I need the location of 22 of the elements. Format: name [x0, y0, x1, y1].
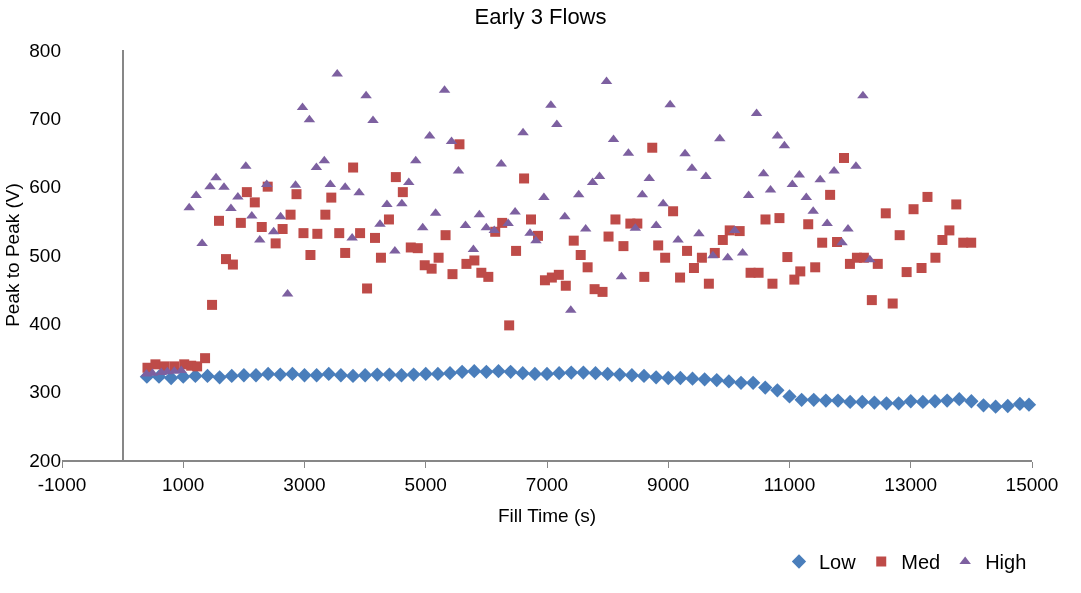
- legend-label: Med: [901, 551, 941, 574]
- y-tick-label: 700: [29, 107, 61, 129]
- x-tick-label: 3000: [283, 473, 326, 495]
- y-tick-label: 300: [29, 381, 61, 403]
- y-axis-title: Peak to Peak (V): [2, 183, 24, 327]
- x-tick-label: 13000: [884, 473, 938, 495]
- x-tick-label: -1000: [37, 473, 87, 495]
- y-tick-label: 800: [29, 39, 61, 61]
- x-tick-label: 7000: [525, 473, 569, 495]
- legend-label: High: [985, 551, 1027, 574]
- y-tick-label: 400: [29, 312, 61, 334]
- y-tick-label: 600: [29, 176, 61, 198]
- x-tick-label: 5000: [404, 473, 447, 495]
- x-tick-label: 1000: [162, 473, 205, 495]
- y-tick-label: 200: [29, 449, 61, 471]
- legend-label: Low: [819, 551, 857, 574]
- x-axis-title: Fill Time (s): [497, 504, 597, 526]
- x-tick-label: 9000: [647, 473, 690, 495]
- chart-title: Early 3 Flows: [474, 4, 607, 30]
- x-tick-label: 15000: [1005, 473, 1059, 495]
- x-tick-label: 11000: [763, 473, 816, 495]
- y-tick-label: 500: [29, 244, 61, 266]
